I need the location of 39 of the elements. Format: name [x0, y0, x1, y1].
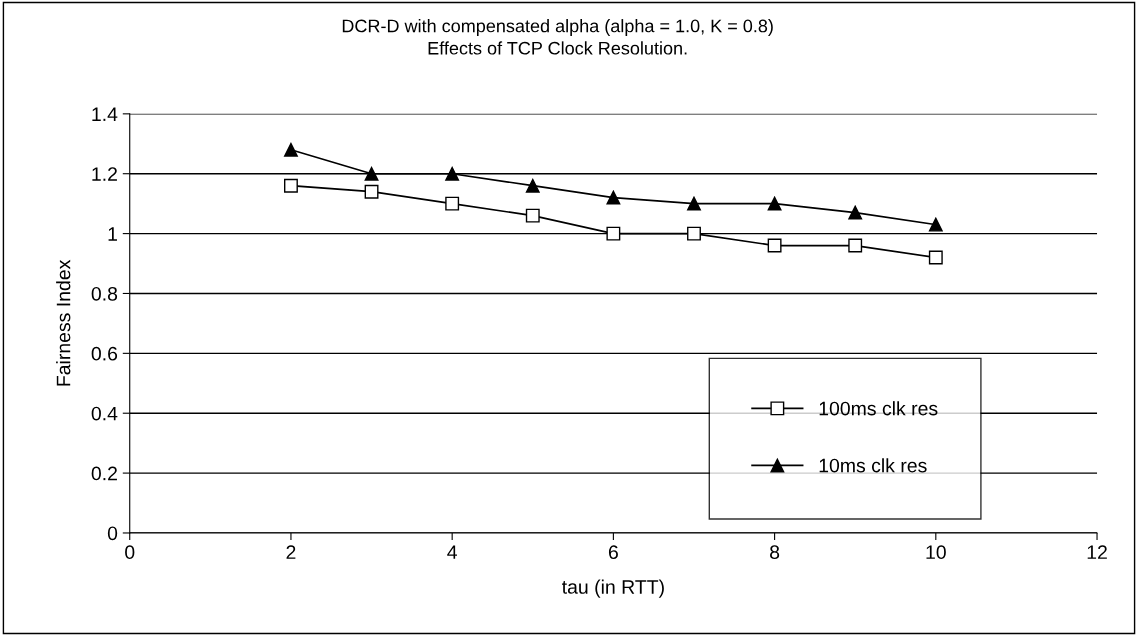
point	[687, 196, 701, 211]
x-axis-title: tau (in RTT)	[561, 579, 664, 598]
point	[606, 190, 621, 205]
point	[364, 166, 379, 181]
x-tick-label: 8	[770, 545, 780, 560]
y-tick-label: 0.6	[91, 346, 118, 361]
y-tick-label: 0.4	[91, 406, 118, 421]
legend-label: 100ms clk res	[819, 401, 938, 416]
point	[284, 142, 298, 157]
point	[767, 196, 782, 211]
x-tick-label: 2	[286, 545, 296, 559]
point	[606, 226, 621, 241]
point	[284, 178, 298, 193]
x-tick-label: 12	[1087, 545, 1107, 559]
y-tick-label: 0.2	[91, 466, 117, 481]
point	[364, 184, 379, 199]
point	[687, 226, 701, 241]
point	[445, 196, 460, 211]
chart-subtitle: Effects of TCP Clock Resolution.	[428, 41, 687, 55]
point	[848, 238, 863, 253]
point	[525, 208, 540, 223]
x-tick-label: 10	[926, 545, 946, 560]
x-tick-label: 0	[125, 545, 135, 560]
chart-title: DCR-D with compensated alpha (alpha = 1.0, K = 0.8)	[342, 19, 773, 36]
point	[848, 205, 863, 220]
point	[928, 250, 943, 265]
point	[928, 217, 943, 232]
point	[767, 238, 782, 253]
y-axis-title: Fairness Index	[56, 259, 71, 386]
point	[445, 166, 460, 181]
x-tick-label: 4	[447, 545, 457, 559]
x-tick-label: 6	[608, 545, 618, 560]
point	[525, 178, 540, 193]
y-tick-label: 0.8	[91, 286, 118, 301]
y-tick-label: 1.2	[92, 167, 117, 181]
legend-label: 10ms clk res	[819, 458, 927, 473]
y-tick-label: 1	[108, 227, 117, 241]
y-tick-label: 1.4	[92, 107, 118, 121]
y-tick-label: 0	[107, 526, 118, 541]
